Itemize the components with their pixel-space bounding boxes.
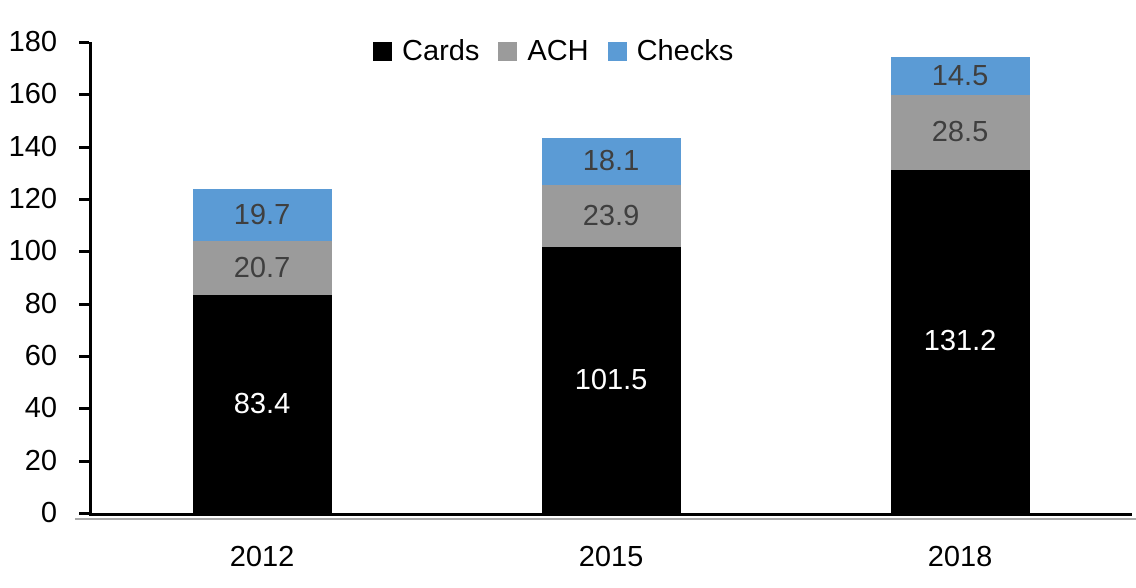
segment-cards-2012: 83.4: [192, 294, 332, 513]
segment-checks-2018: 14.5: [890, 57, 1030, 96]
y-axis-tick-label: 180: [8, 26, 57, 58]
legend-item-checks: Checks: [607, 35, 734, 67]
y-axis-tick-label: 120: [8, 183, 57, 215]
y-axis-tick-label: 0: [40, 497, 57, 529]
y-axis-tick-label: 80: [24, 287, 57, 320]
segment-ach-2015: 23.9: [541, 184, 681, 248]
data-label: 101.5: [574, 364, 648, 397]
y-axis-tick: [79, 250, 89, 254]
x-axis-label-2015: 2015: [578, 541, 644, 573]
y-axis-tick-label: 140: [8, 130, 57, 163]
segment-cards-2015: 101.5: [541, 247, 681, 513]
legend-item-ach: ACH: [498, 35, 589, 67]
data-label: 19.7: [233, 198, 291, 231]
bar-2015: 101.5 23.9 18.1: [541, 137, 681, 513]
cards-swatch-icon: [373, 41, 392, 61]
data-label: 83.4: [233, 387, 291, 420]
segment-ach-2018: 28.5: [890, 95, 1030, 170]
y-axis-tick: [79, 407, 89, 411]
legend-item-cards: Cards: [373, 36, 479, 66]
y-axis-line: [89, 42, 92, 516]
y-axis-tick-label: 160: [8, 78, 57, 111]
y-axis-tick-label: 100: [8, 235, 57, 268]
chart-legend: Cards ACH Checks: [373, 36, 733, 66]
y-axis-tick-label: 20: [24, 444, 57, 477]
segment-cards-2018: 131.2: [890, 169, 1030, 513]
x-axis-label-2018: 2018: [927, 541, 993, 573]
data-label: 18.1: [582, 145, 640, 178]
y-axis-tick: [79, 302, 89, 306]
data-label: 28.5: [931, 116, 989, 149]
data-label: 131.2: [923, 325, 997, 358]
segment-checks-2012: 19.7: [192, 189, 332, 241]
segment-checks-2015: 18.1: [541, 137, 681, 185]
legend-label-cards: Cards: [402, 35, 480, 67]
bar-2012: 83.4 20.7 19.7: [192, 189, 332, 513]
data-label: 20.7: [233, 251, 291, 284]
y-axis-tick: [79, 93, 89, 97]
y-axis-tick: [79, 355, 89, 358]
y-axis-tick: [79, 145, 89, 149]
axis-shadow-line: [75, 518, 1136, 520]
y-axis-tick: [79, 41, 89, 44]
data-label: 23.9: [582, 200, 640, 233]
bar-2018: 131.2 28.5 14.5: [890, 57, 1030, 513]
y-axis-tick: [79, 459, 89, 463]
segment-ach-2012: 20.7: [192, 240, 332, 295]
y-axis-tick-label: 40: [24, 392, 57, 425]
y-axis-tick: [79, 198, 89, 201]
checks-swatch-icon: [607, 41, 627, 61]
ach-swatch-icon: [498, 41, 518, 61]
legend-label-checks: Checks: [636, 35, 734, 67]
legend-label-ach: ACH: [527, 35, 589, 67]
x-axis-label-2012: 2012: [229, 541, 295, 573]
data-label: 14.5: [931, 60, 989, 93]
x-axis-line: [89, 513, 1132, 516]
y-axis-tick-label: 60: [24, 340, 57, 372]
y-axis-tick: [79, 512, 89, 515]
